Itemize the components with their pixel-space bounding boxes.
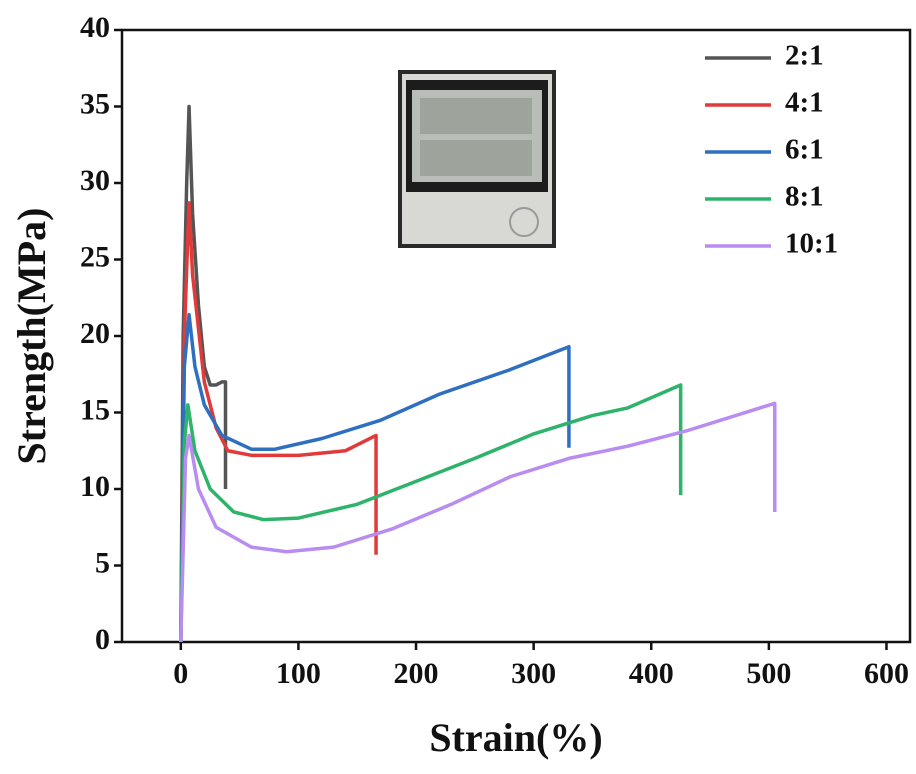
series-line (179, 201, 378, 643)
y-tick-label: 0 (95, 623, 110, 656)
x-tick-label: 100 (276, 657, 321, 690)
legend-label: 10:1 (785, 228, 838, 260)
x-tick-label: 600 (864, 657, 909, 690)
legend-label: 8:1 (785, 181, 824, 213)
x-tick-label: 400 (629, 657, 674, 690)
series-line (179, 401, 777, 643)
inset-photo (398, 70, 556, 248)
y-tick-label: 5 (95, 546, 110, 579)
series-line (179, 383, 683, 643)
y-tick-label: 15 (80, 393, 110, 426)
x-tick-label: 0 (173, 657, 188, 690)
y-axis-title: Strength(MPa) (9, 208, 54, 465)
y-tick-label: 25 (80, 240, 110, 273)
y-tick-label: 30 (80, 164, 110, 197)
legend-label: 4:1 (785, 87, 824, 119)
legend-label: 6:1 (785, 134, 824, 166)
x-tick-label: 300 (511, 657, 556, 690)
series-line (179, 104, 228, 643)
x-tick-label: 500 (746, 657, 791, 690)
y-tick-label: 40 (80, 11, 110, 44)
series-line (179, 312, 571, 643)
x-tick-label: 200 (394, 657, 439, 690)
y-tick-label: 10 (80, 470, 110, 503)
y-tick-label: 20 (80, 317, 110, 350)
legend-label: 2:1 (785, 40, 824, 72)
x-axis-title: Strain(%) (429, 715, 602, 760)
y-tick-label: 35 (80, 87, 110, 120)
